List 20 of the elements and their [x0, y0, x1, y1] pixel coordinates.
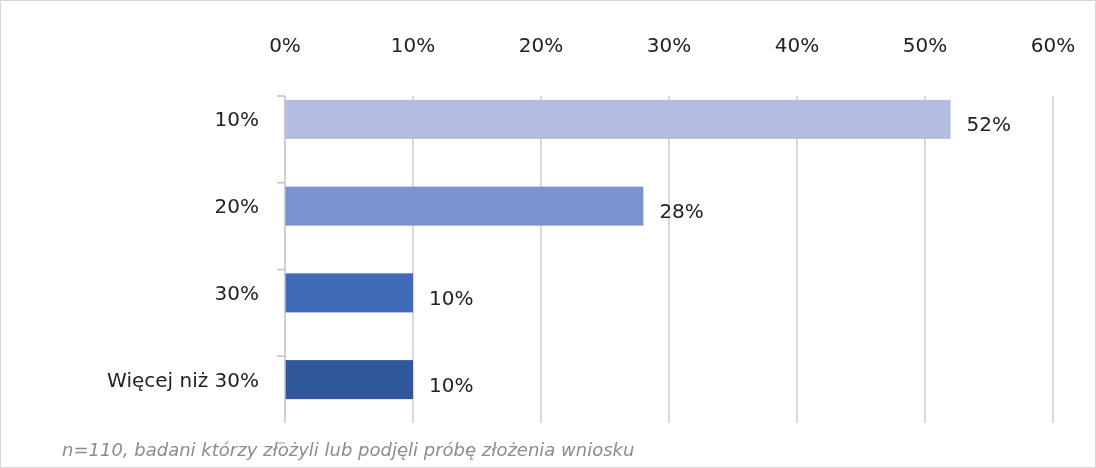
y-tick-label: 10%: [214, 107, 259, 132]
bar: [285, 186, 644, 226]
x-tick-label: 60%: [1030, 33, 1076, 57]
y-tick-label: 20%: [214, 194, 259, 219]
bar: [285, 99, 951, 139]
data-label: 28%: [659, 199, 704, 224]
x-tick-label: 50%: [902, 33, 948, 57]
x-tick-label: 10%: [390, 33, 436, 57]
y-tick-label: 30%: [214, 280, 259, 305]
bar: [285, 273, 413, 313]
y-tick-label: Więcej niż 30%: [107, 367, 259, 392]
data-label: 10%: [429, 285, 474, 310]
x-tick-label: 40%: [774, 33, 820, 57]
x-tick-label: 20%: [518, 33, 564, 57]
x-tick-label: 0%: [269, 33, 301, 57]
data-label: 10%: [429, 372, 474, 397]
bar: [285, 360, 413, 400]
x-tick-label: 30%: [646, 33, 692, 57]
text: n=110, badani którzy złożyli lub podjęli próbę złożenia wniosku: [62, 439, 635, 460]
data-label: 52%: [966, 112, 1012, 137]
